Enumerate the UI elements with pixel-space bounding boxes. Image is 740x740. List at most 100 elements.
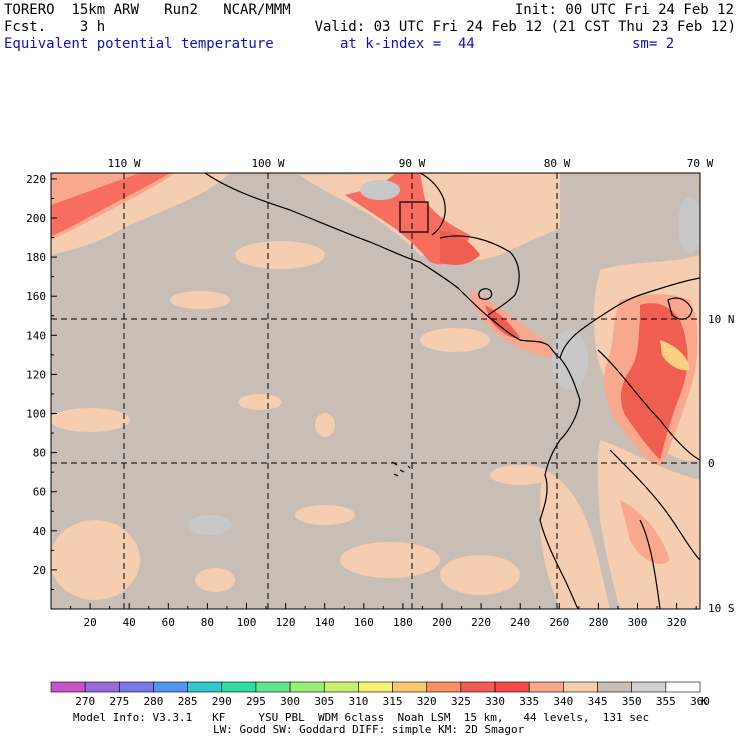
colorbar-swatch: [528, 681, 564, 693]
top-lon-labels: 110 W 100 W 90 W 80 W 70 W: [107, 157, 713, 170]
south-america-pacific-coast: [539, 357, 581, 609]
colorbar-label: 335: [519, 695, 539, 708]
lat-lon-gridlines: [51, 173, 700, 609]
colorbar-label: 270: [75, 695, 95, 708]
colorbar-label: 310: [348, 695, 368, 708]
init-time: Init: 00 UTC Fri 24 Feb 12: [514, 2, 734, 18]
colorbar-swatch: [289, 681, 325, 693]
gray-patch-3: [678, 197, 700, 253]
pacific-patch-1: [235, 241, 325, 269]
colorbar-swatch: [119, 681, 154, 693]
pacific-patch-12: [295, 505, 355, 525]
bottom-grid-label: 140: [315, 616, 335, 629]
colorbar-swatch: [153, 681, 188, 693]
model-name: TORERO: [4, 2, 55, 18]
pacific-coast-central-america: [204, 173, 561, 359]
bottom-grid-label: 20: [83, 616, 96, 629]
lake-maracaibo: [667, 297, 693, 320]
colorbar-label: 325: [451, 695, 471, 708]
map-frame: [50, 172, 701, 610]
pacific-patch-7: [490, 465, 550, 485]
left-grid-label: 20: [33, 564, 46, 577]
field-level: at k-index = 44: [340, 36, 475, 52]
field-shading: [51, 173, 700, 609]
forecast-hour: Fcst. 3 h: [4, 19, 105, 35]
bottom-grid-label: 40: [123, 616, 136, 629]
andes-peak: [660, 340, 690, 371]
footer-physics-info: LW: Godd SW: Goddard DIFF: simple KM: 2D…: [213, 723, 525, 736]
left-grid-label: 100: [26, 408, 46, 421]
colorbar-label: 340: [553, 695, 573, 708]
pacific-patch-3: [420, 328, 490, 352]
colorbar-label: 295: [246, 695, 266, 708]
colorbar-swatch: [631, 681, 667, 693]
caribbean-coast: [439, 235, 520, 316]
bottom-grid-label: 60: [162, 616, 175, 629]
border-peru: [609, 449, 700, 561]
bottom-grid-label: 220: [471, 616, 491, 629]
isthmus-hot: [485, 305, 520, 339]
pacific-patch-6: [51, 408, 130, 432]
left-grid-label: 120: [26, 368, 46, 381]
lon-label-110w: 110 W: [107, 157, 140, 170]
smoothing-value: sm= 2: [632, 36, 675, 52]
colorbar-swatch: [563, 681, 598, 693]
colorbar-label: 355: [656, 695, 676, 708]
colorbar-swatch: [50, 681, 86, 693]
border-peru-brazil: [639, 519, 661, 609]
colorbar-label: 360: [690, 695, 710, 708]
colorbar-label: 300: [280, 695, 300, 708]
colorbar-swatch: [597, 681, 632, 693]
pacific-patch-4: [238, 394, 282, 410]
colorbar-label: 305: [314, 695, 334, 708]
bottom-grid-label: 260: [549, 616, 569, 629]
pacific-patch-5: [315, 413, 335, 437]
colorbar-swatch: [323, 681, 359, 693]
colorbar-label: 320: [417, 695, 437, 708]
bottom-grid-label: 280: [588, 616, 608, 629]
footer-model-info: Model Info: V3.3.1 KF YSU PBL WDM 6class…: [73, 711, 650, 724]
colorbar-swatch: [460, 681, 496, 693]
colombia-north-coast: [559, 277, 700, 359]
bottom-grid-label: 200: [432, 616, 452, 629]
lon-label-90w: 90 W: [399, 157, 426, 170]
organization: NCAR/MMM: [223, 2, 291, 18]
colorbar-label: 290: [212, 695, 232, 708]
pacific-patch-9: [340, 542, 440, 578]
pacific-patch-11: [195, 568, 235, 592]
header-line-1: TORERO 15km ARW Run2 NCAR/MMM: [4, 2, 291, 18]
valid-time: Valid: 03 UTC Fri 24 Feb 12 (21 CST Thu …: [314, 19, 736, 35]
pacific-patch-10: [440, 555, 520, 595]
yucatan-coast: [419, 173, 446, 236]
field-name: Equivalent potential temperature: [4, 36, 274, 52]
gray-patch-2: [188, 515, 232, 535]
lat-label-0: 0: [708, 457, 715, 470]
left-grid-label: 160: [26, 290, 46, 303]
colorbar-swatch: [255, 681, 291, 693]
border-belize-guatemala: [399, 201, 429, 233]
bottom-grid-label: 180: [393, 616, 413, 629]
colorbar-swatch: [426, 681, 462, 693]
axis-ticks: [51, 178, 697, 609]
bottom-grid-label: 300: [628, 616, 648, 629]
warm-band-mid: [51, 173, 175, 240]
coastlines: [204, 173, 700, 609]
warm-band-core: [51, 173, 170, 236]
bottom-grid-label: 120: [276, 616, 296, 629]
warm-band-corner: [51, 173, 100, 190]
bottom-grid-labels: 20 40 60 80 100 120 140 160 180 200 220 240 260 280 30…: [83, 616, 686, 629]
colorbar-swatch: [84, 681, 120, 693]
left-grid-label: 180: [26, 251, 46, 264]
lon-label-80w: 80 W: [544, 157, 571, 170]
pacific-patch-2: [170, 291, 230, 309]
forecast-value: 3 h: [79, 19, 106, 35]
colorbar-label: 315: [383, 695, 403, 708]
colorbar: 270 275 280 285 290 295 300 305 310 315 320 325 330 3…: [50, 681, 710, 708]
colorbar-swatch: [187, 681, 223, 693]
bottom-grid-label: 100: [237, 616, 257, 629]
lat-label-10n: 10 N: [708, 313, 735, 326]
pacific-patch-8: [51, 520, 140, 600]
lat-label-10s: 10 S: [708, 602, 735, 615]
bottom-grid-label: 80: [201, 616, 214, 629]
